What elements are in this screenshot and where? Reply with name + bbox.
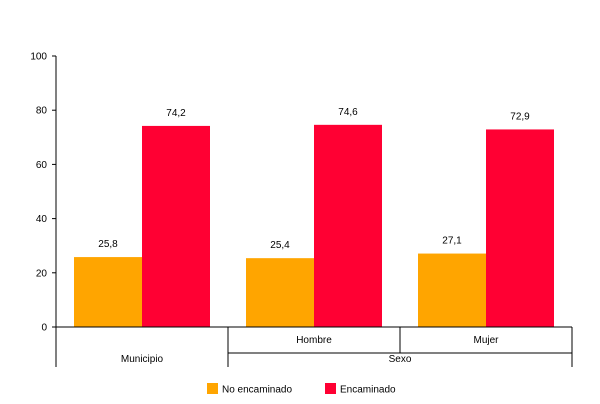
category-label-hombre: Hombre xyxy=(296,335,332,346)
y-tick-label: 20 xyxy=(36,268,48,279)
legend-label-no-encaminado: No encaminado xyxy=(222,385,292,396)
y-tick-label: 80 xyxy=(36,106,48,117)
data-label: 74,6 xyxy=(338,107,358,118)
bar-no-encaminado-municipio xyxy=(74,257,142,327)
data-label: 25,4 xyxy=(270,240,290,251)
y-tick-label: 0 xyxy=(41,323,47,334)
bar-encaminado-hombre xyxy=(314,124,382,327)
data-label: 72,9 xyxy=(510,111,530,122)
data-label: 74,2 xyxy=(166,108,186,119)
y-tick-label: 100 xyxy=(30,52,47,63)
legend-swatch-no-encaminado xyxy=(207,383,218,394)
bar-no-encaminado-mujer xyxy=(418,253,486,327)
legend-label-encaminado: Encaminado xyxy=(340,385,396,396)
group-label-municipio: Municipio xyxy=(121,354,164,365)
category-label-mujer: Mujer xyxy=(473,335,499,346)
bars xyxy=(74,124,554,327)
legend-swatch-encaminado xyxy=(325,383,336,394)
data-label: 25,8 xyxy=(98,239,118,250)
data-label: 27,1 xyxy=(442,236,462,247)
legend: No encaminado Encaminado xyxy=(207,383,396,396)
data-labels: 25,8 74,2 25,4 74,6 27,1 72,9 xyxy=(98,107,530,251)
bar-no-encaminado-hombre xyxy=(246,258,314,327)
group-label-sexo: Sexo xyxy=(389,354,412,365)
bar-encaminado-mujer xyxy=(486,129,554,327)
y-axis: 0 20 40 60 80 100 xyxy=(30,52,57,334)
y-tick-label: 60 xyxy=(36,160,48,171)
bar-encaminado-municipio xyxy=(142,125,210,327)
x-axis: Hombre Mujer Municipio Sexo xyxy=(55,326,573,367)
y-tick-label: 40 xyxy=(36,214,48,225)
